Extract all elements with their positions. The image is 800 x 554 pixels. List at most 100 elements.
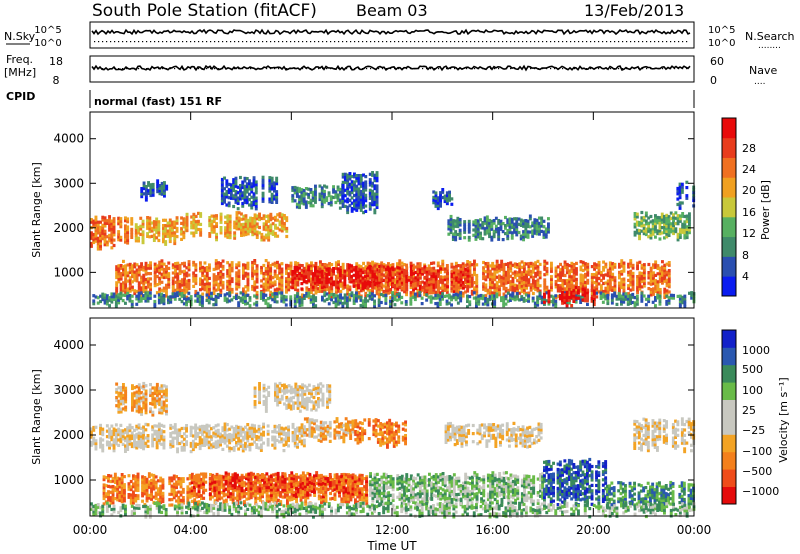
power-cell (325, 292, 329, 296)
power-cell (606, 301, 610, 306)
power-cell (262, 225, 266, 229)
power-cell (302, 189, 306, 193)
power-cell (421, 267, 425, 271)
power-cell (506, 231, 510, 235)
power-cell (224, 228, 227, 233)
power-cell (212, 275, 216, 280)
power-cell (310, 290, 313, 294)
power-cell (171, 223, 174, 227)
power-cell (147, 181, 150, 185)
freq-dot (582, 68, 584, 70)
power-cell (183, 280, 186, 284)
power-cell (371, 184, 374, 188)
power-cell (155, 230, 159, 234)
power-cell (142, 192, 146, 196)
power-cell (661, 273, 664, 277)
power-cell (175, 226, 179, 231)
power-cell (174, 280, 177, 284)
power-cell (622, 280, 626, 284)
power-cell (475, 276, 479, 280)
power-cell (137, 297, 141, 301)
power-cell (226, 235, 230, 239)
power-cell (115, 273, 119, 277)
power-cell (108, 215, 111, 219)
freq-dot (630, 68, 632, 70)
power-cell (167, 295, 170, 299)
freq-dot (206, 68, 208, 70)
power-cell (373, 304, 376, 309)
power-cell (278, 212, 282, 216)
power-cell (565, 300, 569, 305)
power-cell (142, 273, 146, 277)
power-cell (173, 220, 177, 224)
power-cell (525, 286, 528, 290)
power-cell (550, 261, 553, 265)
power-cell (640, 299, 644, 303)
power-cell (278, 282, 282, 286)
power-cell (267, 235, 271, 239)
power-cell (124, 269, 128, 273)
power-cell (264, 214, 268, 218)
power-cell (338, 187, 342, 191)
power-cell (515, 225, 519, 229)
power-cell (149, 185, 153, 190)
power-cell (482, 271, 485, 275)
power-cell (660, 231, 664, 235)
nsky-dot (94, 41, 96, 43)
power-cell (119, 238, 123, 242)
power-cell (226, 230, 230, 234)
power-cell (117, 274, 121, 279)
power-cell (267, 225, 271, 229)
power-cell (314, 190, 317, 194)
power-cell (584, 264, 587, 268)
power-cell (280, 267, 284, 271)
power-cell (366, 282, 370, 286)
freq-dot (622, 68, 624, 70)
power-cell (162, 270, 166, 274)
power-cell (336, 269, 340, 274)
power-cell (430, 287, 434, 292)
power-cell (581, 293, 585, 297)
power-cell (217, 277, 220, 281)
power-cell (608, 282, 612, 286)
power-cell (103, 221, 107, 225)
power-cell (137, 299, 141, 303)
power-cell (296, 292, 299, 296)
power-cell (421, 288, 425, 292)
power-cell (561, 298, 564, 303)
power-cell (244, 274, 248, 278)
power-cell (280, 288, 284, 293)
power-cell (665, 270, 669, 274)
power-cell (168, 218, 172, 222)
power-cell (248, 203, 251, 207)
power-cell (164, 226, 168, 230)
power-cell (271, 298, 275, 302)
power-cell (364, 294, 368, 298)
power-cell (339, 284, 343, 288)
power-cell (482, 287, 485, 291)
power-cell (180, 300, 184, 304)
power-cell (185, 266, 189, 270)
power-cell (629, 280, 633, 284)
power-cell (216, 293, 220, 297)
nsky-dot (406, 41, 408, 43)
power-cell (477, 297, 481, 301)
power-cell (446, 277, 449, 281)
power-cell (388, 270, 392, 274)
power-cell (122, 283, 125, 288)
power-cell (658, 302, 662, 306)
power-cell (627, 284, 630, 288)
power-cell (633, 214, 637, 218)
power-cell (606, 290, 610, 294)
power-cell (622, 288, 626, 292)
power-cell (236, 207, 240, 211)
power-cell (371, 192, 374, 196)
power-cell (528, 225, 532, 229)
power-cell (323, 271, 326, 275)
power-cell (604, 292, 608, 296)
power-cell (371, 283, 375, 287)
freq-dot (346, 68, 348, 70)
power-cell (220, 185, 224, 190)
nsky-dot (354, 41, 356, 43)
power-cell (626, 297, 630, 301)
